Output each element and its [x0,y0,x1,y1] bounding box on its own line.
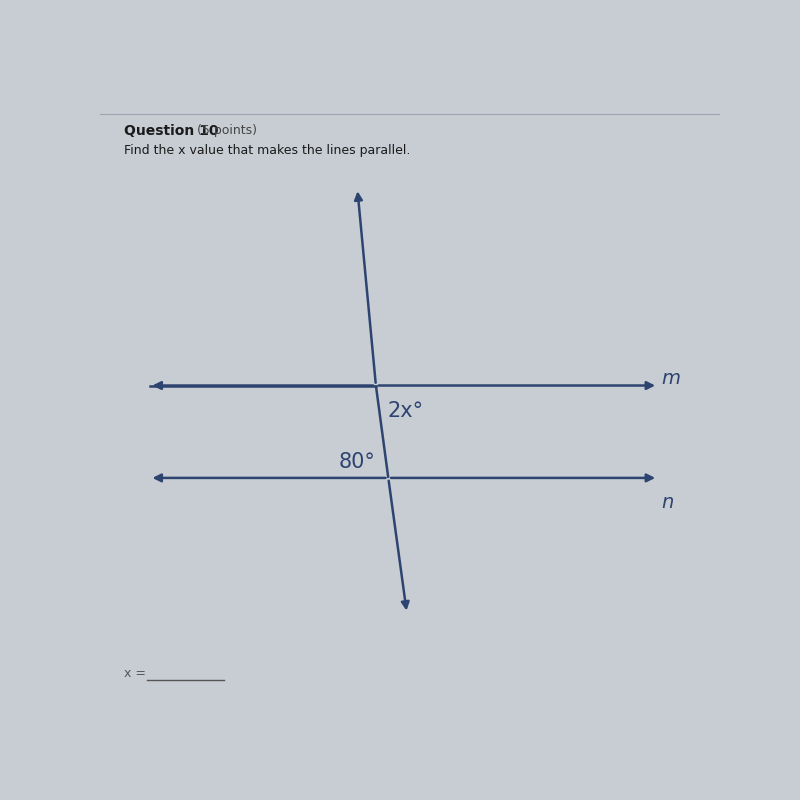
Text: Find the x value that makes the lines parallel.: Find the x value that makes the lines pa… [123,144,410,157]
Text: Question 10: Question 10 [123,124,218,138]
Text: m: m [661,369,680,388]
Text: (5 points): (5 points) [193,124,257,137]
Text: 2x°: 2x° [387,401,423,421]
Text: x =: x = [123,667,150,680]
Text: 80°: 80° [339,452,376,472]
Text: n: n [661,494,674,512]
